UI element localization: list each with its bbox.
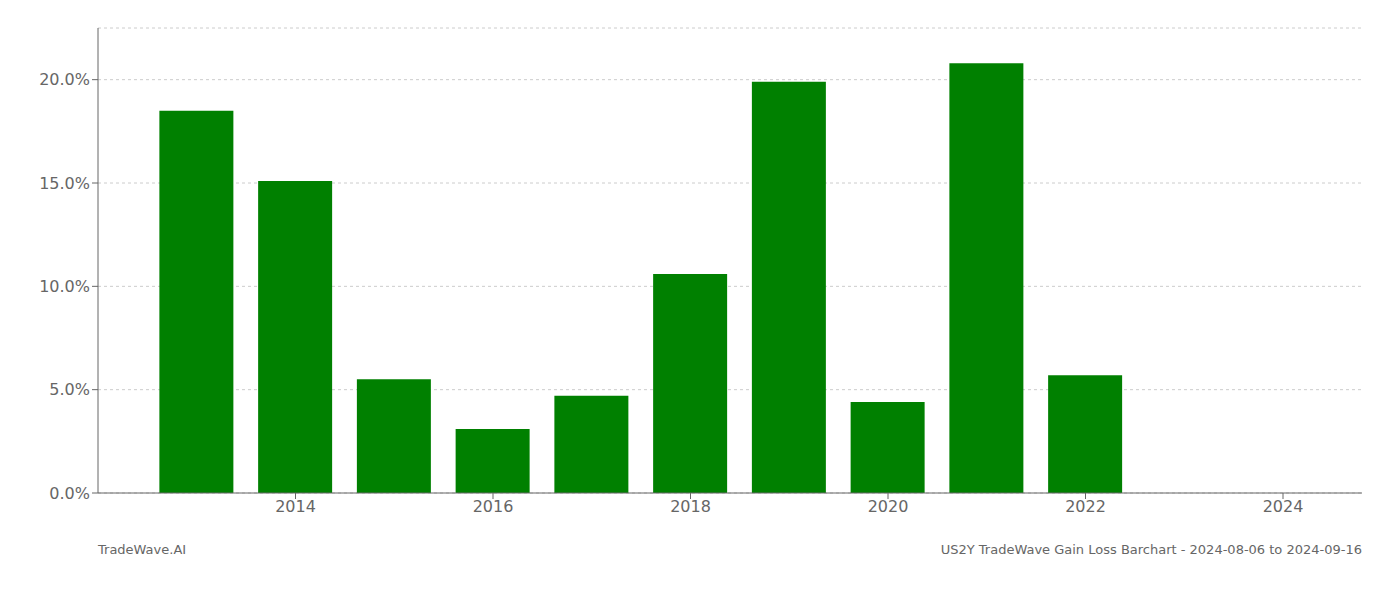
svg-text:2014: 2014 bbox=[275, 497, 316, 516]
svg-text:0.0%: 0.0% bbox=[49, 484, 90, 503]
html-text:TradeWave.AI: TradeWave.AI bbox=[98, 542, 187, 557]
svg-text:2020: 2020 bbox=[868, 497, 909, 516]
svg-text:2018: 2018 bbox=[670, 497, 711, 516]
svg-text:15.0%: 15.0% bbox=[39, 174, 90, 193]
svg-text:10.0%: 10.0% bbox=[39, 277, 90, 296]
svg-text:20.0%: 20.0% bbox=[39, 70, 90, 89]
svg-text:2024: 2024 bbox=[1263, 497, 1304, 516]
svg-text:2022: 2022 bbox=[1065, 497, 1106, 516]
svg-text:5.0%: 5.0% bbox=[49, 380, 90, 399]
svg-text:2016: 2016 bbox=[473, 497, 514, 516]
html-text:US2Y TradeWave Gain Loss Barch: US2Y TradeWave Gain Loss Barchart - 2024… bbox=[940, 542, 1362, 557]
